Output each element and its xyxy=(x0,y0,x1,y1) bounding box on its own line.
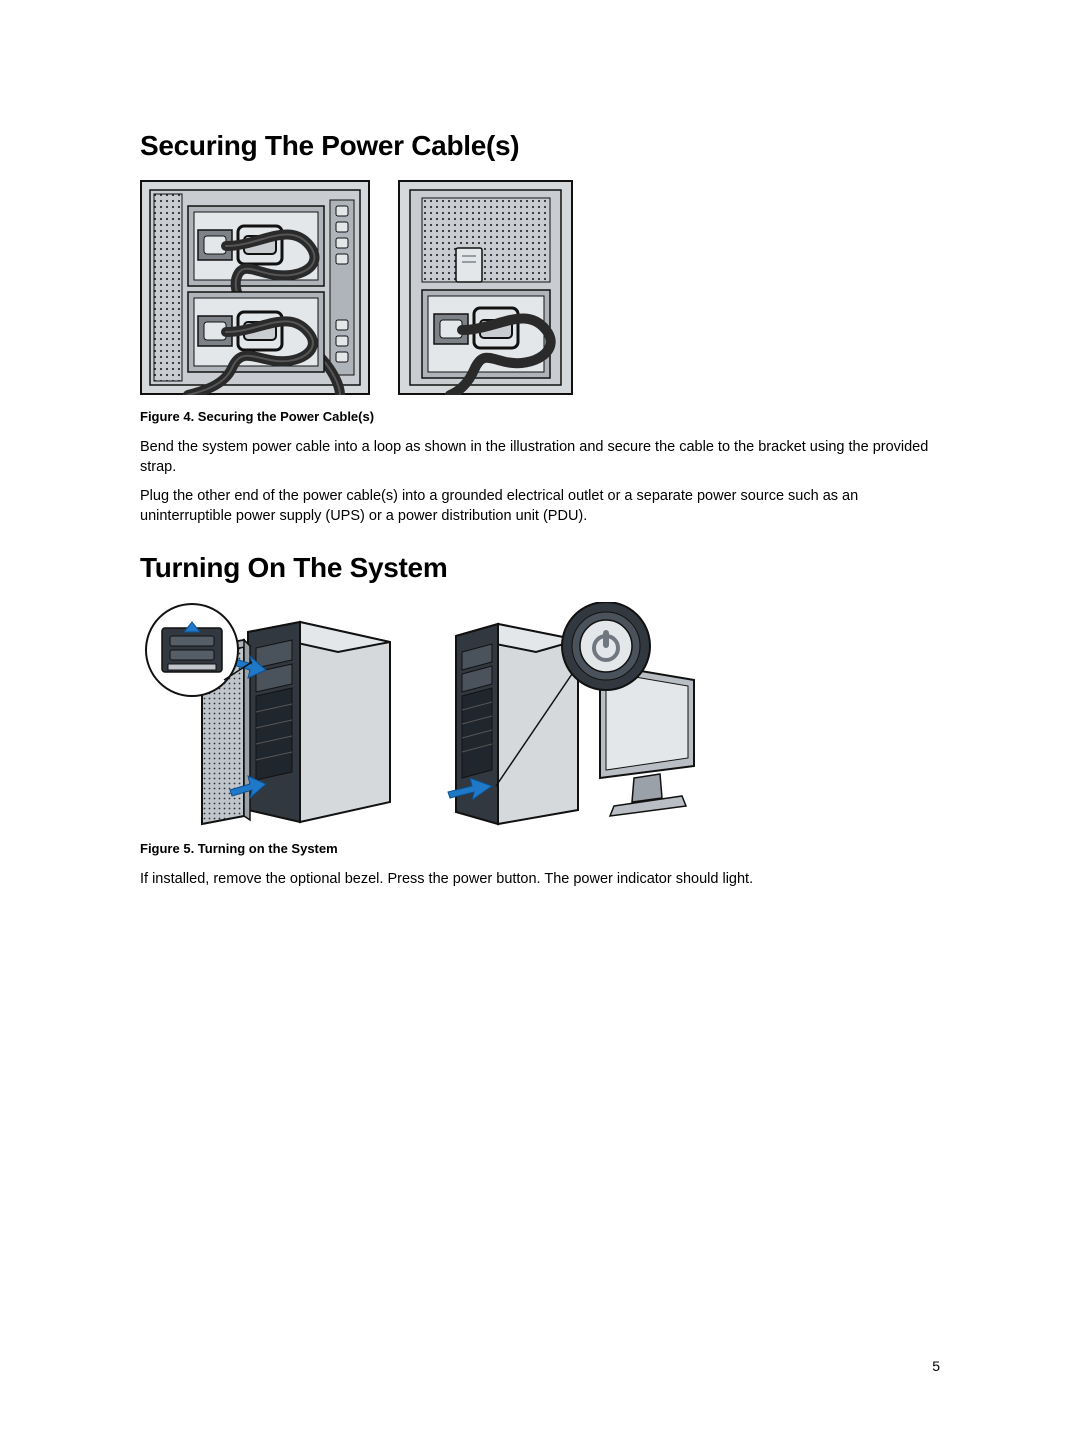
figure5-row xyxy=(140,602,940,827)
figure4-caption: Figure 4. Securing the Power Cable(s) xyxy=(140,409,940,424)
figure4-panel-a xyxy=(140,180,370,395)
section1-para1: Bend the system power cable into a loop … xyxy=(140,438,940,477)
section1-para2: Plug the other end of the power cable(s)… xyxy=(140,487,940,526)
figure4-panel-b xyxy=(398,180,573,395)
heading-securing: Securing The Power Cable(s) xyxy=(140,130,940,162)
section2-para1: If installed, remove the optional bezel.… xyxy=(140,870,940,890)
figure4-row xyxy=(140,180,940,395)
document-page: Securing The Power Cable(s) xyxy=(0,0,1080,1434)
figure5-panel-a xyxy=(140,602,410,827)
page-number: 5 xyxy=(932,1358,940,1374)
figure5-panel-b xyxy=(438,602,708,827)
heading-turning-on: Turning On The System xyxy=(140,552,940,584)
figure5-caption: Figure 5. Turning on the System xyxy=(140,841,940,856)
